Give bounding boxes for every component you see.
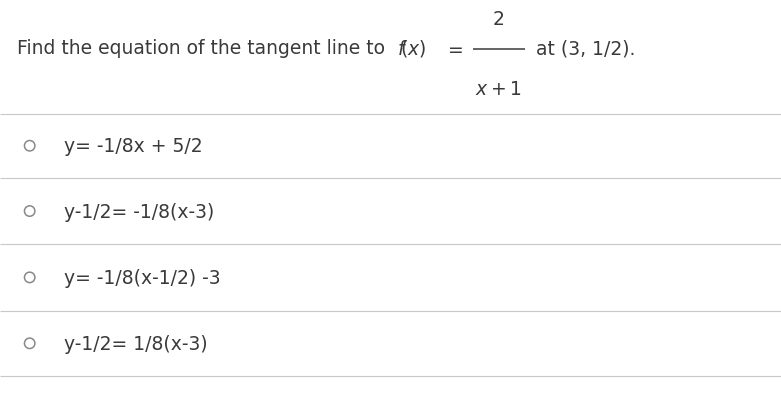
Text: $2$: $2$: [492, 10, 505, 29]
Text: y-1/2= -1/8(x-3): y-1/2= -1/8(x-3): [64, 202, 214, 221]
Text: at (3, 1/2).: at (3, 1/2).: [530, 39, 635, 58]
Text: y-1/2= 1/8(x-3): y-1/2= 1/8(x-3): [64, 334, 208, 353]
Text: Find the equation of the tangent line to: Find the equation of the tangent line to: [17, 39, 391, 58]
Text: y= -1/8x + 5/2: y= -1/8x + 5/2: [64, 137, 202, 156]
Text: $=$: $=$: [444, 39, 463, 58]
Text: $x+1$: $x+1$: [475, 80, 522, 99]
Text: y= -1/8(x-1/2) -3: y= -1/8(x-1/2) -3: [64, 268, 221, 287]
Text: $f\!\left(x\right)$: $f\!\left(x\right)$: [397, 38, 426, 59]
